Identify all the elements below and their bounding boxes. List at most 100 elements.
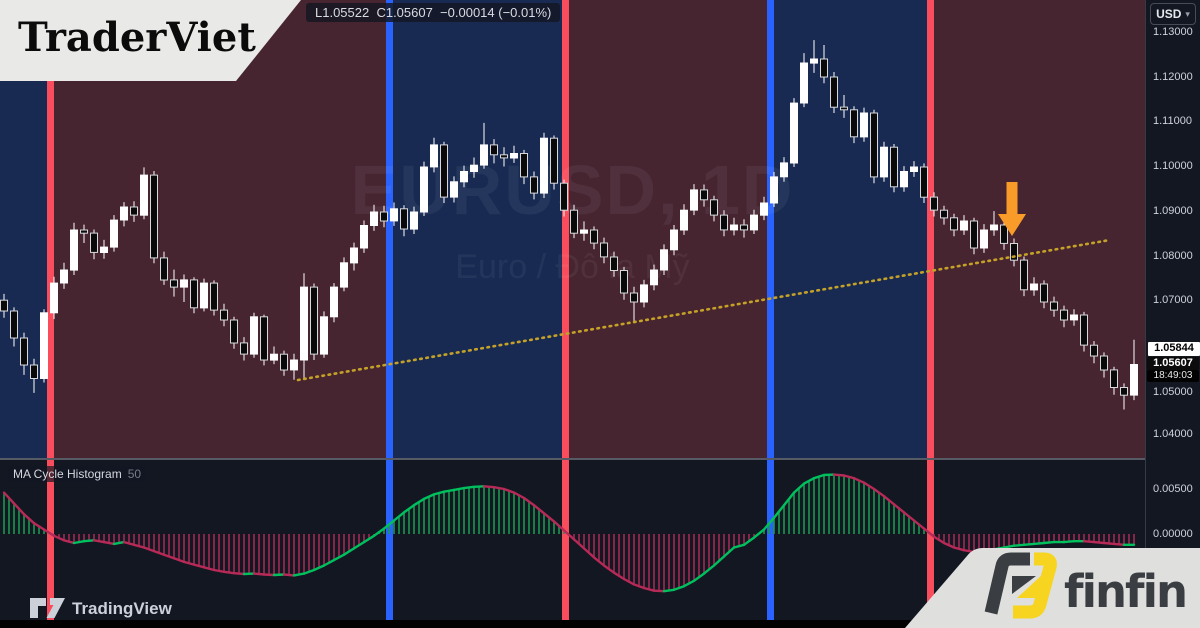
ma-cycle-line xyxy=(612,571,626,581)
candle-body xyxy=(850,109,858,138)
candle-body xyxy=(140,174,148,216)
candle-body xyxy=(990,224,998,231)
candle-body xyxy=(810,58,818,64)
ma-cycle-line xyxy=(1042,540,1056,545)
traderviet-logo-text: TraderViet xyxy=(18,14,256,61)
ma-cycle-line xyxy=(722,546,736,558)
pane-separator[interactable] xyxy=(0,458,1200,460)
candle-body xyxy=(760,202,768,216)
ma-cycle-line xyxy=(282,573,296,577)
candle-body xyxy=(320,316,328,355)
candle-body xyxy=(110,219,118,248)
ma-cycle-line xyxy=(1012,543,1026,547)
candle-body xyxy=(270,353,278,361)
candle-body xyxy=(540,137,548,194)
ma-cycle-histogram-pane[interactable] xyxy=(0,461,1145,620)
price-axis-label: 1.11000 xyxy=(1153,115,1192,127)
candle-body xyxy=(90,232,98,253)
ma-cycle-line xyxy=(862,481,876,491)
price-scale[interactable]: USD ▾ 1.13000 1.12000 1.11000 1.10000 1.0900… xyxy=(1145,0,1200,620)
candle-body xyxy=(700,189,708,201)
candle-body xyxy=(170,279,178,288)
ma-cycle-line xyxy=(682,579,696,588)
candle-body xyxy=(710,199,718,216)
price-level-badge[interactable]: 1.05844 xyxy=(1147,341,1200,357)
ma-cycle-line xyxy=(492,486,506,491)
bar-countdown-badge: 18:49:03 xyxy=(1147,370,1199,382)
ma-cycle-line xyxy=(642,586,656,592)
candle-body xyxy=(0,299,8,312)
ma-cycle-line xyxy=(42,528,56,538)
candle-body xyxy=(40,312,48,379)
ma-cycle-line xyxy=(572,538,586,550)
ma-cycle-line xyxy=(272,573,286,577)
ma-cycle-line xyxy=(1112,542,1126,547)
candle-body xyxy=(1100,355,1108,371)
candle-body xyxy=(960,220,968,231)
ma-cycle-line xyxy=(522,496,536,507)
ma-cycle-line xyxy=(72,539,86,545)
candle-body xyxy=(180,279,188,288)
candle-body xyxy=(970,220,978,249)
candle-body xyxy=(220,309,228,321)
ma-cycle-line xyxy=(12,502,26,516)
bottom-bar xyxy=(0,620,1200,628)
candle-body xyxy=(400,208,408,230)
candle-body xyxy=(470,164,478,172)
candle-body xyxy=(130,206,138,216)
candle-body xyxy=(340,262,348,288)
ma-cycle-line xyxy=(912,519,926,530)
ma-cycle-line xyxy=(662,588,676,593)
currency-selector[interactable]: USD ▾ xyxy=(1150,3,1196,25)
candle-body xyxy=(250,316,258,355)
ma-cycle-line xyxy=(412,497,426,507)
dotted-trendline[interactable] xyxy=(296,238,1112,382)
ma-cycle-line xyxy=(932,535,946,545)
ohlc-readout[interactable]: L1.05522 C1.05607 −0.00014 (−0.01%) xyxy=(306,3,561,22)
candle-body xyxy=(1040,283,1048,303)
indicator-param: 50 xyxy=(127,467,142,481)
ma-cycle-line xyxy=(142,546,156,553)
candle-body xyxy=(310,286,318,355)
ma-cycle-line xyxy=(742,536,756,547)
candle-body xyxy=(20,337,28,366)
candle-body xyxy=(930,196,938,211)
candle-body xyxy=(520,153,528,178)
candle-body xyxy=(1050,301,1058,311)
ma-cycle-line xyxy=(1062,539,1076,544)
ma-cycle-line xyxy=(2,491,16,505)
last-price-badge[interactable]: 1.05607 xyxy=(1147,357,1199,370)
ma-cycle-line xyxy=(162,553,176,560)
price-axis-label: 1.12000 xyxy=(1153,71,1193,83)
candle-body xyxy=(780,162,788,178)
ma-cycle-line xyxy=(512,491,526,500)
finfin-emblem-icon xyxy=(1017,574,1043,598)
candle-body xyxy=(530,176,538,194)
candle-body xyxy=(670,229,678,251)
ma-cycle-line xyxy=(922,527,936,538)
indicator-legend[interactable]: MA Cycle Histogram 50 xyxy=(8,466,147,482)
candle-body xyxy=(1120,387,1128,396)
candle-body xyxy=(910,166,918,172)
ma-cycle-line xyxy=(832,473,846,477)
candle-body xyxy=(880,146,888,178)
candle-body xyxy=(420,166,428,213)
candle-body xyxy=(1060,309,1068,321)
candle-body xyxy=(490,144,498,156)
candle-body xyxy=(610,256,618,271)
tradingview-mark-icon xyxy=(46,598,65,618)
candle-body xyxy=(390,208,398,222)
tradingview-attribution: TradingView xyxy=(30,598,173,618)
ma-cycle-line xyxy=(292,572,306,577)
candle-body xyxy=(620,270,628,294)
ma-cycle-line xyxy=(592,556,606,567)
ma-cycle-line xyxy=(812,473,826,480)
candle-body xyxy=(940,209,948,219)
candle-body xyxy=(260,316,268,361)
candle-body xyxy=(590,229,598,244)
ma-cycle-line xyxy=(952,546,966,552)
candle-body xyxy=(640,284,648,303)
ma-cycle-line xyxy=(562,529,576,541)
ma-cycle-line xyxy=(452,486,466,492)
